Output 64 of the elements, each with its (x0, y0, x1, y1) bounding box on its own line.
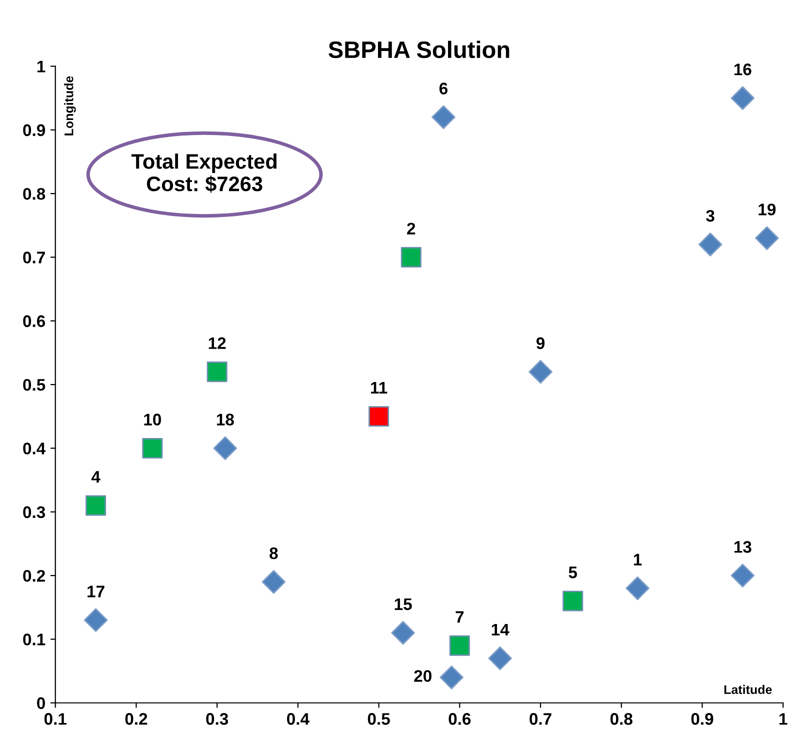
y-tick-label: 1 (37, 60, 46, 72)
x-tick-label: 0.9 (691, 713, 714, 725)
chart-title: SBPHA Solution (328, 40, 510, 58)
point (626, 576, 650, 600)
point (562, 590, 584, 612)
annotation: 18 (216, 414, 234, 426)
point (142, 438, 163, 458)
point (698, 232, 722, 256)
x-tick-label: 0.5 (368, 713, 390, 725)
point (440, 666, 464, 690)
point (528, 360, 552, 384)
y-tick-label: 0.6 (23, 315, 46, 328)
x-tick-label: 0.6 (448, 713, 471, 725)
annotation: 20 (414, 670, 432, 682)
x-tick-label: 1 (780, 713, 788, 725)
point (368, 406, 390, 427)
point (730, 564, 755, 588)
annotation: 13 (734, 541, 752, 553)
y-tick-label: 0.9 (23, 124, 46, 136)
point (432, 105, 456, 130)
point (86, 495, 106, 516)
y-tick-label: 0.1 (23, 634, 46, 646)
annotation: Total Expected Cost: $7263 (131, 154, 277, 193)
annotation: 3 (706, 210, 714, 222)
annotation: 2 (407, 222, 416, 234)
point (730, 86, 755, 110)
x-tick-label: 0.3 (206, 713, 228, 725)
y-tick-label: 0.8 (23, 188, 46, 200)
annotation: 8 (270, 547, 278, 560)
point (755, 226, 779, 250)
annotation: 7 (456, 611, 464, 623)
annotation: 15 (394, 598, 412, 610)
point (262, 570, 286, 594)
y-tick-label: 0.4 (23, 442, 46, 454)
annotation: 11 (371, 382, 388, 394)
point (391, 620, 415, 645)
x-tick-label: 0.8 (610, 713, 632, 725)
point (488, 646, 512, 670)
annotation: 12 (208, 337, 226, 349)
annotation: 6 (439, 82, 448, 94)
y-tick-label: 0 (37, 697, 45, 710)
point (206, 362, 228, 382)
point (213, 436, 238, 460)
annotation: 4 (91, 471, 100, 483)
y-tick-label: 0.3 (23, 506, 46, 518)
x-tick-label: 0.7 (530, 713, 552, 725)
annotation: 1 (634, 554, 642, 566)
annotation: 9 (536, 337, 545, 350)
annotation: 19 (758, 204, 776, 216)
point (400, 246, 422, 268)
y-tick-label: 0.2 (23, 570, 45, 582)
y-tick-label: 0.5 (23, 378, 46, 391)
y-tick-label: 0.7 (23, 252, 45, 264)
point (449, 635, 470, 656)
x-axis-title: Latitude (724, 684, 772, 694)
x-tick-label: 0.2 (125, 713, 148, 725)
point (84, 608, 108, 632)
x-tick-label: 0.4 (287, 713, 310, 725)
annotation: 10 (144, 414, 161, 426)
y-axis-title: Longitude (64, 76, 76, 136)
annotation: 5 (568, 566, 578, 578)
annotation: 16 (734, 64, 752, 76)
annotation: 17 (88, 586, 104, 598)
annotation: 14 (492, 624, 510, 636)
